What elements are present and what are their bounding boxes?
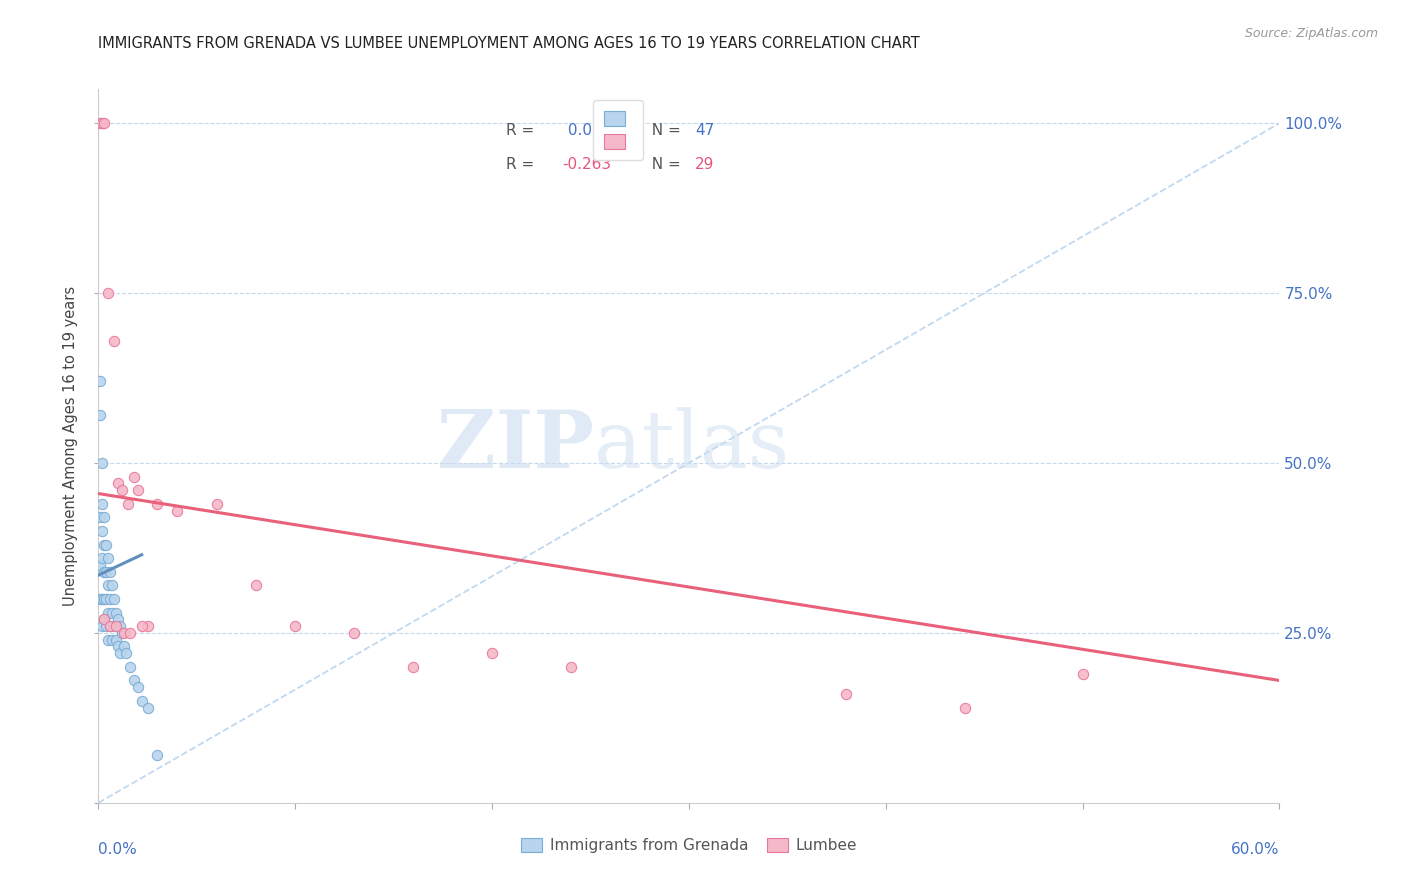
Point [103, 591, 125, 606]
Text: 60.0%: 60.0% [1232, 842, 1279, 857]
Text: atlas: atlas [595, 407, 790, 485]
Point [96, 537, 118, 551]
Point [97, 551, 120, 566]
Point [98, 619, 121, 633]
Text: R =: R = [506, 157, 538, 171]
Point [93, 565, 115, 579]
Point [136, 619, 159, 633]
Text: N =: N = [641, 157, 685, 171]
Point [96, 619, 118, 633]
Text: IMMIGRANTS FROM GRENADA VS LUMBEE UNEMPLOYMENT AMONG AGES 16 TO 19 YEARS CORRELA: IMMIGRANTS FROM GRENADA VS LUMBEE UNEMPL… [98, 36, 920, 51]
Point [93, 612, 115, 626]
Point [93, 537, 115, 551]
Point [131, 619, 153, 633]
Point [284, 619, 307, 633]
Point [343, 626, 366, 640]
Point [97, 632, 120, 647]
Point [835, 687, 858, 701]
Point [105, 606, 128, 620]
Point [98, 619, 121, 633]
Point [91, 116, 114, 130]
Point [108, 646, 131, 660]
Point [91, 524, 114, 538]
Point [122, 469, 145, 483]
Point [89, 116, 111, 130]
Text: N =: N = [641, 123, 685, 138]
Point [96, 591, 118, 606]
Point [111, 483, 134, 498]
Text: Source: ZipAtlas.com: Source: ZipAtlas.com [1244, 27, 1378, 40]
Point [98, 565, 121, 579]
Point [118, 660, 141, 674]
Point [91, 619, 114, 633]
Point [101, 606, 124, 620]
Text: 29: 29 [695, 157, 714, 171]
Point [127, 483, 149, 498]
Point [93, 591, 115, 606]
Point [111, 626, 134, 640]
Point [91, 551, 114, 566]
Point [205, 497, 228, 511]
Point [101, 578, 124, 592]
Text: -0.263: -0.263 [562, 157, 612, 171]
Point [108, 619, 131, 633]
Point [97, 606, 120, 620]
Point [103, 334, 125, 348]
Point [245, 578, 267, 592]
Point [131, 694, 153, 708]
Point [402, 660, 425, 674]
Point [105, 632, 128, 647]
Point [105, 619, 128, 633]
Point [89, 591, 111, 606]
Point [107, 640, 129, 654]
Point [97, 286, 120, 301]
Point [560, 660, 582, 674]
Point [117, 497, 139, 511]
Point [112, 626, 135, 640]
Point [953, 700, 976, 714]
Y-axis label: Unemployment Among Ages 16 to 19 years: Unemployment Among Ages 16 to 19 years [63, 286, 79, 606]
Point [118, 626, 141, 640]
Point [96, 565, 118, 579]
Point [89, 375, 111, 389]
Point [103, 619, 125, 633]
Point [89, 558, 111, 572]
Point [107, 476, 129, 491]
Point [136, 700, 159, 714]
Point [146, 748, 169, 763]
Point [481, 646, 503, 660]
Legend: Immigrants from Grenada, Lumbee: Immigrants from Grenada, Lumbee [515, 831, 863, 859]
Point [93, 510, 115, 524]
Point [91, 591, 114, 606]
Text: ZIP: ZIP [437, 407, 595, 485]
Point [93, 612, 115, 626]
Point [146, 497, 169, 511]
Text: 0.087: 0.087 [562, 123, 610, 138]
Point [91, 456, 114, 470]
Point [112, 640, 135, 654]
Point [89, 510, 111, 524]
Text: R =: R = [506, 123, 538, 138]
Point [98, 591, 121, 606]
Text: 47: 47 [695, 123, 714, 138]
Point [93, 116, 115, 130]
Point [107, 612, 129, 626]
Point [127, 680, 149, 694]
Point [115, 646, 138, 660]
Point [122, 673, 145, 688]
Point [101, 632, 124, 647]
Point [1071, 666, 1094, 681]
Point [91, 497, 114, 511]
Point [89, 409, 111, 423]
Point [166, 503, 188, 517]
Point [97, 578, 120, 592]
Text: 0.0%: 0.0% [98, 842, 138, 857]
